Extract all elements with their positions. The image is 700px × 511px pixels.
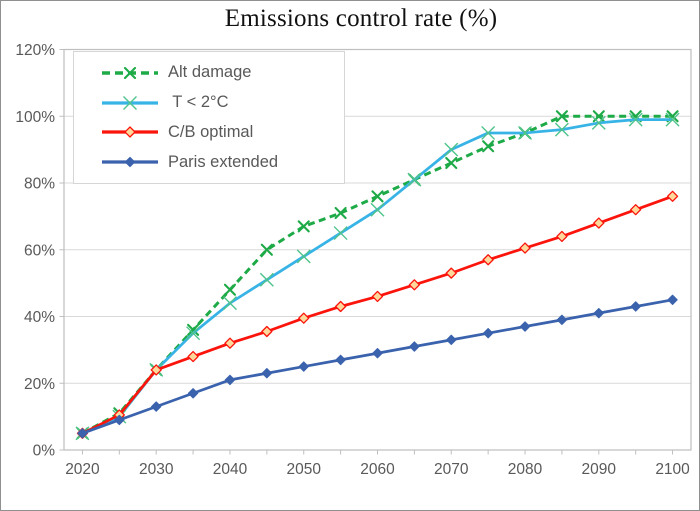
legend-label-t-below-2c: T < 2°C	[168, 93, 229, 112]
legend-label-paris-extended: Paris extended	[168, 152, 279, 171]
series-markers	[77, 294, 678, 439]
legend-item-paris-extended: Paris extended	[100, 151, 344, 173]
axis-ticks	[59, 49, 674, 455]
svg-text:2090: 2090	[582, 461, 617, 478]
svg-text:2050: 2050	[286, 461, 321, 478]
legend-item-alt-damage: Alt damage	[100, 62, 344, 84]
legend-line-sample-cb-optimal-icon	[100, 121, 160, 143]
legend-label-cb-optimal: C/B optimal	[168, 122, 254, 141]
svg-text:2070: 2070	[434, 461, 469, 478]
svg-text:80%: 80%	[24, 176, 55, 193]
legend-line-sample-t-below-2c-icon	[100, 92, 160, 114]
y-axis-labels: 0% 20% 40% 60% 80% 100% 120%	[15, 42, 55, 460]
legend-line-sample-paris-extended-icon	[100, 151, 160, 173]
svg-text:2020: 2020	[65, 461, 100, 478]
legend-item-cb-optimal: C/B optimal	[100, 121, 344, 143]
svg-text:60%: 60%	[24, 242, 55, 259]
chart-title: Emissions control rate (%)	[224, 5, 498, 32]
svg-text:120%: 120%	[15, 42, 55, 59]
svg-text:100%: 100%	[15, 109, 55, 126]
svg-text:20%: 20%	[24, 376, 55, 393]
x-axis-labels: 2020 2030 2040 2050 2060 2070 2080 2090 2100	[65, 461, 690, 478]
legend-label-alt-damage: Alt damage	[168, 63, 252, 82]
series-paris-extended	[77, 294, 678, 439]
series-line	[81, 298, 673, 435]
svg-text:0%: 0%	[33, 443, 56, 460]
svg-text:2030: 2030	[139, 461, 174, 478]
series-t-2-c	[75, 112, 680, 441]
svg-text:2080: 2080	[508, 461, 543, 478]
chart-legend: Alt damage T < 2°C C/B optimal Paris ext…	[73, 51, 345, 184]
svg-text:2060: 2060	[360, 461, 395, 478]
series-markers	[75, 112, 680, 441]
legend-line-sample-alt-damage-icon	[100, 62, 160, 84]
svg-text:40%: 40%	[24, 309, 55, 326]
legend-item-t-below-2c: T < 2°C	[100, 92, 344, 114]
svg-text:2100: 2100	[655, 461, 690, 478]
svg-text:2040: 2040	[213, 461, 248, 478]
